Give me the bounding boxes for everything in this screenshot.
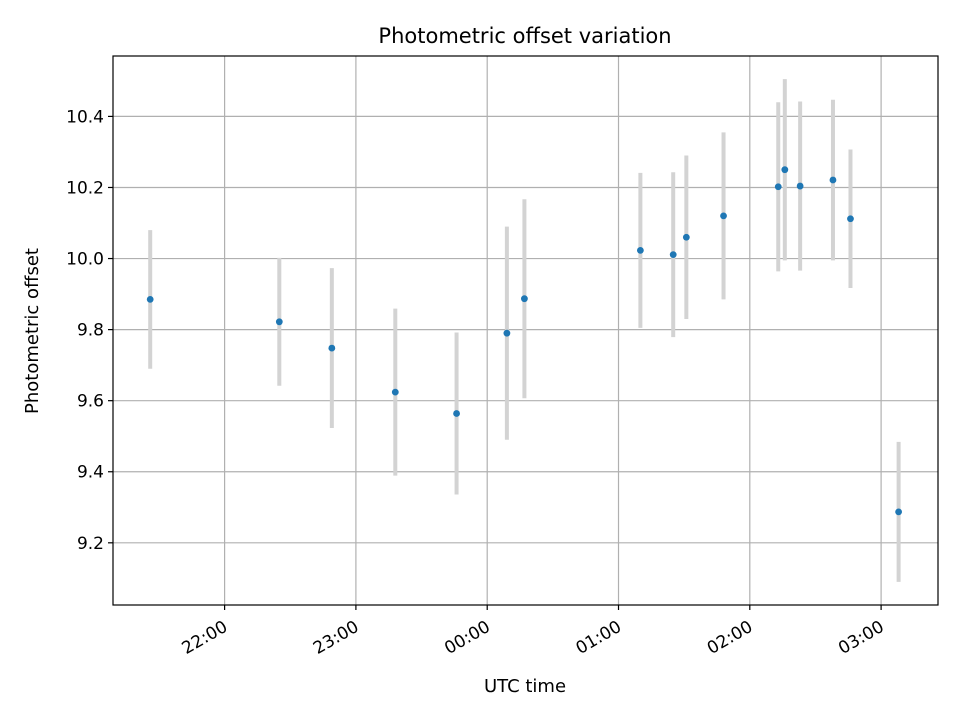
data-point	[146, 296, 154, 303]
data-point	[720, 212, 727, 220]
y-axis-ticks: 9.2 9.4 9.6 9.8 10.0 10.2 10.4	[66, 107, 113, 554]
data-point	[453, 410, 460, 417]
y-tick-label: 10.2	[66, 178, 104, 198]
y-tick-label: 9.2	[77, 534, 104, 554]
data-point	[391, 388, 399, 396]
chart-title: Photometric offset variation	[378, 24, 671, 48]
y-tick-label: 9.6	[77, 392, 104, 412]
data-point	[774, 183, 782, 191]
y-tick-label: 10.0	[66, 250, 104, 270]
plot-frame	[112, 55, 939, 606]
y-tick-label: 9.4	[77, 463, 104, 483]
data-point	[328, 344, 336, 352]
data-point	[796, 182, 804, 190]
data-point	[781, 166, 789, 174]
y-axis-label: Photometric offset	[22, 248, 43, 414]
data-point	[682, 233, 690, 241]
y-tick-label: 10.4	[66, 107, 104, 127]
data-point	[636, 246, 644, 254]
y-tick-label: 9.8	[77, 321, 104, 341]
data-point	[829, 176, 837, 184]
data-points	[146, 166, 903, 516]
x-axis-label: UTC time	[484, 676, 566, 697]
data-point	[275, 318, 283, 326]
data-point	[895, 508, 903, 516]
data-point	[669, 251, 677, 259]
data-point	[847, 215, 854, 223]
data-point	[521, 295, 528, 303]
data-point	[503, 329, 511, 337]
